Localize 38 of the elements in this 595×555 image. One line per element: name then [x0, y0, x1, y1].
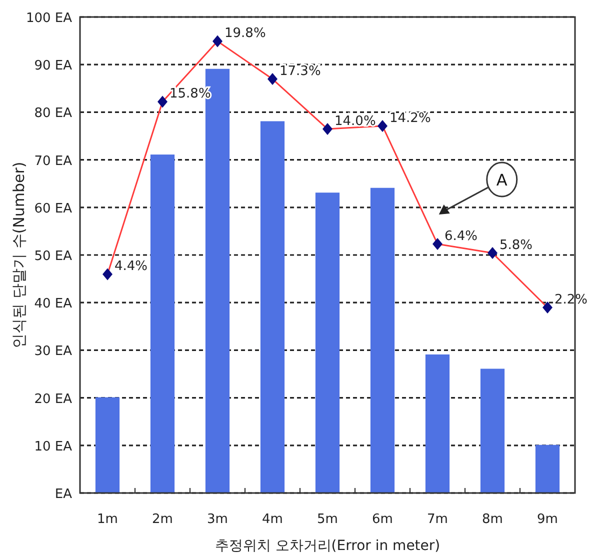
y-tick-label: EA [54, 487, 72, 502]
y-tick-label: 20 EA [34, 392, 72, 407]
data-label: 4.4% [114, 259, 148, 274]
y-tick-label: 90 EA [34, 58, 72, 74]
x-axis-title: 추정위치 오차거리(Error in meter) [214, 538, 440, 554]
bar [95, 397, 120, 494]
y-tick-label: 30 EA [34, 344, 72, 360]
bar [370, 188, 395, 494]
y-tick-label: 10 EA [34, 439, 72, 454]
y-tick-label: 100 EA [26, 11, 72, 26]
x-tick-label: 3m [207, 512, 228, 527]
x-tick-label: 6m [372, 512, 393, 527]
data-label: 14.0% [334, 114, 376, 129]
data-label: 17.3% [280, 64, 321, 80]
data-label: 19.8% [224, 26, 266, 42]
x-tick-label: 5m [317, 512, 338, 527]
x-tick-label: 8m [482, 512, 503, 527]
x-tick-label: 2m [152, 512, 173, 527]
bar [425, 354, 450, 494]
bar [535, 444, 560, 494]
y-tick-label: 80 EA [34, 106, 72, 122]
bar [150, 154, 175, 494]
data-label: 5.8% [500, 238, 533, 254]
x-tick-label: 9m [537, 512, 558, 527]
y-tick-label: 50 EA [34, 249, 72, 264]
data-label: 6.4% [444, 228, 478, 244]
y-axis-title: 인식된 단말기 수(Number) [10, 162, 28, 348]
data-label: 14.2% [390, 110, 431, 126]
bar [480, 368, 505, 494]
bar [260, 121, 285, 494]
x-tick-label: 4m [262, 512, 283, 527]
y-tick-label: 40 EA [34, 296, 72, 312]
annotation: A [496, 170, 508, 190]
y-tick-label: 60 EA [34, 201, 72, 216]
x-tick-label: 1m [97, 512, 118, 527]
bar [315, 192, 340, 494]
x-tick-label: 7m [427, 512, 448, 527]
y-tick-label: 70 EA [34, 154, 72, 169]
